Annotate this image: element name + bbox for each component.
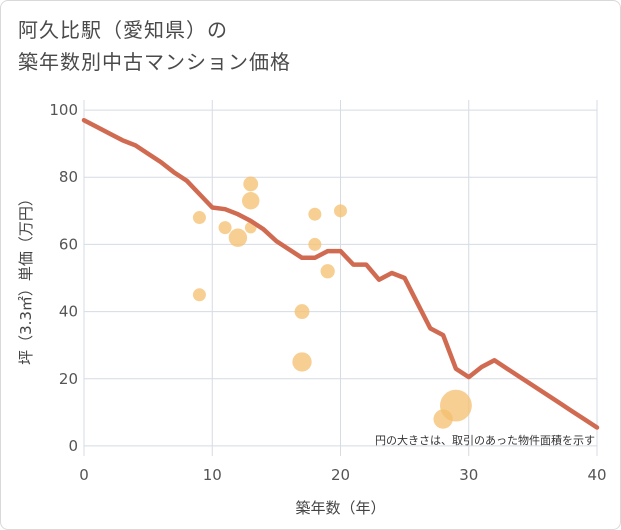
bubble-point — [292, 352, 312, 372]
y-tick-label: 0 — [68, 437, 78, 455]
x-tick-label: 10 — [203, 466, 222, 484]
bubble-point — [192, 288, 206, 302]
bubble-point — [294, 304, 310, 319]
bubble-series — [192, 176, 472, 429]
tick-labels: 0 10 20 30 40 0 20 40 60 80 100 — [49, 101, 606, 484]
title-line-1: 阿久比駅（愛知県）の — [18, 18, 228, 42]
x-tick-label: 40 — [587, 466, 606, 484]
gridlines — [83, 100, 598, 456]
x-tick-label: 20 — [331, 466, 350, 484]
bubble-point — [308, 237, 322, 251]
bubble-point — [308, 207, 322, 221]
y-axis-label: 坪（3.3㎡）単価（万円） — [17, 191, 35, 365]
x-axis-label: 築年数（年） — [295, 499, 385, 517]
x-tick-label: 0 — [79, 466, 89, 484]
bubble-point — [243, 176, 259, 192]
bubble-point — [218, 221, 232, 235]
bubble-point — [320, 264, 335, 279]
bubble-point — [228, 228, 248, 247]
bubble-point — [242, 192, 260, 210]
y-tick-label: 100 — [49, 101, 78, 119]
y-tick-label: 60 — [59, 235, 78, 253]
bubble-point — [440, 389, 472, 422]
bubble-point — [192, 211, 206, 225]
line-series — [81, 117, 600, 430]
x-tick-label: 30 — [459, 466, 478, 484]
title-line-2: 築年数別中古マンション価格 — [18, 50, 291, 74]
y-tick-label: 40 — [59, 303, 78, 321]
size-note: 円の大きさは、取引のあった物件面積を示す — [375, 433, 595, 447]
y-tick-label: 80 — [59, 168, 78, 186]
trend-line — [81, 117, 600, 430]
chart-title: 阿久比駅（愛知県）の 築年数別中古マンション価格 — [18, 14, 291, 78]
bubble-point — [334, 204, 347, 218]
y-tick-label: 20 — [59, 370, 78, 388]
